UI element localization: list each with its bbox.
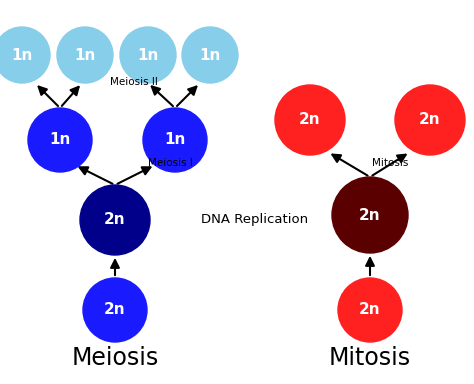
- Text: 2n: 2n: [419, 113, 441, 127]
- Text: 1n: 1n: [164, 132, 186, 147]
- Circle shape: [395, 85, 465, 155]
- Text: 2n: 2n: [359, 303, 381, 318]
- Circle shape: [28, 108, 92, 172]
- Text: Mitosis: Mitosis: [372, 158, 409, 168]
- Text: Meiosis: Meiosis: [72, 346, 159, 370]
- Text: DNA Replication: DNA Replication: [201, 214, 309, 227]
- Text: 2n: 2n: [299, 113, 321, 127]
- Circle shape: [275, 85, 345, 155]
- Text: 2n: 2n: [104, 303, 126, 318]
- Text: Meiosis I: Meiosis I: [148, 158, 193, 168]
- Text: Meiosis II: Meiosis II: [110, 77, 158, 87]
- Text: 2n: 2n: [359, 207, 381, 222]
- Text: 1n: 1n: [137, 48, 159, 63]
- Circle shape: [57, 27, 113, 83]
- Text: 1n: 1n: [199, 48, 221, 63]
- Circle shape: [332, 177, 408, 253]
- Text: 2n: 2n: [104, 212, 126, 227]
- Text: 1n: 1n: [49, 132, 71, 147]
- Circle shape: [338, 278, 402, 342]
- Circle shape: [80, 185, 150, 255]
- Text: 1n: 1n: [74, 48, 96, 63]
- Text: Mitosis: Mitosis: [329, 346, 411, 370]
- Circle shape: [0, 27, 50, 83]
- Circle shape: [83, 278, 147, 342]
- Circle shape: [143, 108, 207, 172]
- Text: 1n: 1n: [11, 48, 33, 63]
- Circle shape: [120, 27, 176, 83]
- Circle shape: [182, 27, 238, 83]
